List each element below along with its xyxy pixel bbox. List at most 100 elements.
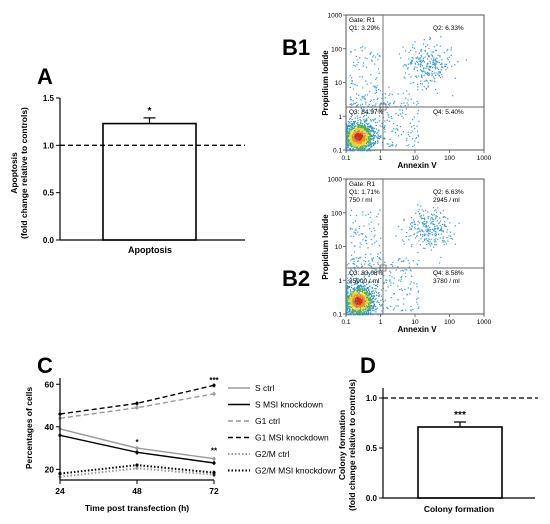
cell-event	[352, 310, 354, 312]
cell-event	[395, 144, 398, 146]
cell-event	[346, 309, 349, 311]
cell-event	[379, 135, 381, 137]
cell-event	[421, 83, 423, 85]
cell-event	[348, 145, 350, 147]
cell-event	[360, 311, 362, 313]
cell-event	[433, 214, 435, 216]
cell-event	[360, 256, 362, 258]
cell-event	[371, 60, 373, 62]
cell-event	[369, 301, 371, 303]
cell-event	[415, 212, 417, 214]
cell-event	[367, 298, 369, 300]
cell-event	[446, 231, 448, 233]
cell-event	[370, 82, 372, 84]
cell-event	[403, 260, 405, 262]
cell-event	[420, 234, 422, 236]
cell-event	[403, 76, 405, 78]
cell-event	[369, 281, 371, 283]
cell-event	[420, 229, 422, 231]
cell-event	[349, 285, 351, 288]
cell-event	[433, 228, 435, 230]
cell-event	[397, 93, 399, 95]
cell-event	[423, 221, 425, 223]
cell-event	[436, 57, 438, 59]
cell-event	[435, 59, 437, 61]
x-tick-label: 48	[132, 486, 142, 496]
cell-event	[351, 139, 353, 141]
cell-event	[411, 46, 413, 48]
cell-event	[347, 300, 349, 302]
cell-event	[357, 266, 359, 268]
cell-event	[361, 144, 363, 146]
cell-event	[403, 219, 405, 221]
cell-event	[356, 128, 358, 130]
cell-event	[354, 307, 356, 309]
cell-event	[369, 52, 371, 55]
cell-event	[426, 240, 429, 242]
cell-event	[407, 68, 409, 70]
cell-event	[369, 297, 371, 299]
cell-event	[367, 313, 369, 315]
cell-event	[358, 141, 360, 143]
cell-event	[384, 299, 386, 301]
cell-event	[412, 260, 414, 262]
cell-event	[413, 223, 415, 225]
cell-event	[359, 139, 362, 141]
cell-event	[359, 76, 361, 78]
cell-event	[367, 145, 369, 147]
cell-event	[356, 105, 358, 107]
cell-event	[369, 148, 371, 150]
cell-event	[431, 243, 433, 245]
cell-event	[407, 287, 409, 289]
cell-event	[362, 126, 364, 128]
cell-event	[356, 283, 358, 285]
cell-event	[367, 303, 369, 305]
cell-event	[357, 301, 359, 303]
cell-event	[389, 102, 391, 104]
cell-event	[365, 144, 367, 146]
cell-event	[361, 298, 363, 300]
cell-event	[432, 60, 434, 62]
panel-b1-q4: Q4: 5.40%	[433, 109, 464, 116]
cell-event	[362, 310, 364, 312]
cell-event	[424, 50, 426, 53]
cell-event	[360, 301, 362, 303]
cell-event	[371, 287, 373, 289]
cell-event	[351, 128, 353, 130]
cell-event	[355, 277, 357, 279]
cell-event	[361, 147, 364, 149]
cell-event	[360, 123, 362, 125]
cell-event	[361, 76, 363, 78]
cell-event	[348, 286, 350, 288]
cell-event	[434, 49, 436, 51]
cell-event	[366, 283, 368, 286]
cell-event	[365, 142, 367, 144]
cell-event	[390, 116, 392, 118]
cell-event	[367, 302, 369, 304]
cell-event	[409, 223, 411, 225]
cell-event	[426, 221, 428, 223]
cell-event	[363, 313, 365, 315]
cell-event	[361, 306, 364, 308]
cell-event	[350, 150, 352, 152]
cell-event	[365, 235, 367, 237]
cell-event	[433, 57, 435, 59]
cell-event	[374, 298, 376, 300]
cell-event	[421, 65, 423, 67]
cell-event	[416, 228, 418, 230]
cell-event	[372, 105, 374, 107]
cell-event	[360, 273, 362, 276]
cell-event	[346, 297, 348, 299]
cell-event	[354, 296, 356, 298]
cell-event	[356, 309, 359, 311]
panel-b1-ylabel: Propidium Iodide	[321, 50, 330, 116]
cell-event	[431, 73, 433, 75]
cell-event	[409, 283, 411, 285]
cell-event	[364, 285, 366, 287]
cell-event	[426, 243, 428, 245]
cell-event	[365, 302, 367, 304]
cell-event	[362, 141, 364, 143]
cell-event	[355, 312, 358, 314]
cell-event	[384, 125, 386, 127]
cell-event	[366, 94, 368, 96]
